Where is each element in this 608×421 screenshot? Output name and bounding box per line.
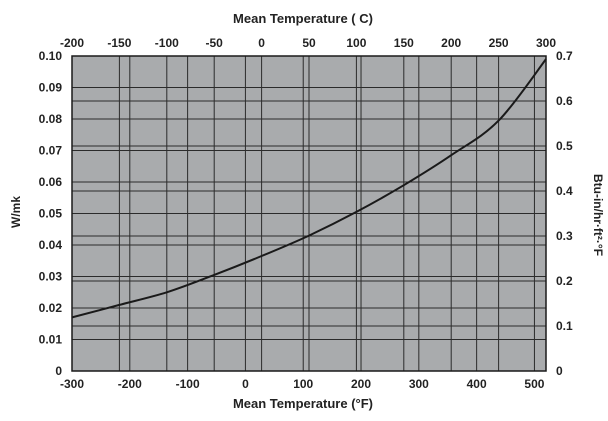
left-tick-label: 0.05 xyxy=(39,207,63,221)
bottom-axis-title: Mean Temperature (°F) xyxy=(233,396,373,411)
top-tick-label: -100 xyxy=(155,36,179,50)
right-tick-label: 0.1 xyxy=(556,319,573,333)
left-tick-label: 0.01 xyxy=(39,333,63,347)
right-tick-label: 0.5 xyxy=(556,139,573,153)
tick-labels: -200 -150 -100 -50 0 50 100 150 200 250 300 -300 -20… xyxy=(39,36,573,391)
right-tick-label: 0.4 xyxy=(556,184,573,198)
top-tick-label: 100 xyxy=(346,36,366,50)
left-tick-label: 0.04 xyxy=(39,238,63,252)
bottom-tick-label: 100 xyxy=(293,377,313,391)
left-tick-label: 0 xyxy=(55,364,62,378)
left-tick-label: 0.02 xyxy=(39,301,63,315)
bottom-tick-label: 500 xyxy=(524,377,544,391)
bottom-tick-label: -200 xyxy=(118,377,142,391)
right-tick-label: 0.6 xyxy=(556,94,573,108)
top-tick-label: 50 xyxy=(302,36,316,50)
left-tick-label: 0.03 xyxy=(39,270,63,284)
left-axis-title: W/mk xyxy=(9,196,23,228)
bottom-tick-label: -300 xyxy=(60,377,84,391)
left-tick-label: 0.07 xyxy=(39,144,63,158)
top-tick-label: 150 xyxy=(394,36,414,50)
left-tick-label: 0.06 xyxy=(39,175,63,189)
top-axis-title: Mean Temperature ( C) xyxy=(233,11,373,26)
right-tick-label: 0 xyxy=(556,364,563,378)
top-tick-label: 300 xyxy=(536,36,556,50)
right-tick-label: 0.3 xyxy=(556,229,573,243)
right-tick-label: 0.2 xyxy=(556,274,573,288)
left-tick-label: 0.08 xyxy=(39,112,63,126)
top-tick-label: 200 xyxy=(441,36,461,50)
bottom-tick-label: 200 xyxy=(351,377,371,391)
bottom-tick-label: -100 xyxy=(176,377,200,391)
top-tick-label: -150 xyxy=(107,36,131,50)
left-tick-label: 0.09 xyxy=(39,81,63,95)
series-line xyxy=(71,58,547,319)
bottom-tick-label: 300 xyxy=(409,377,429,391)
left-tick-label: 0.10 xyxy=(39,49,63,63)
right-tick-label: 0.7 xyxy=(556,49,573,63)
right-axis-title: Btu-in/hr·ft²·°F xyxy=(591,174,605,256)
top-tick-label: -200 xyxy=(60,36,84,50)
plot-frame xyxy=(71,55,547,372)
bottom-tick-label: 0 xyxy=(242,377,249,391)
bottom-tick-label: 400 xyxy=(467,377,487,391)
top-tick-label: -50 xyxy=(206,36,224,50)
top-tick-label: 0 xyxy=(258,36,265,50)
top-tick-label: 250 xyxy=(489,36,509,50)
